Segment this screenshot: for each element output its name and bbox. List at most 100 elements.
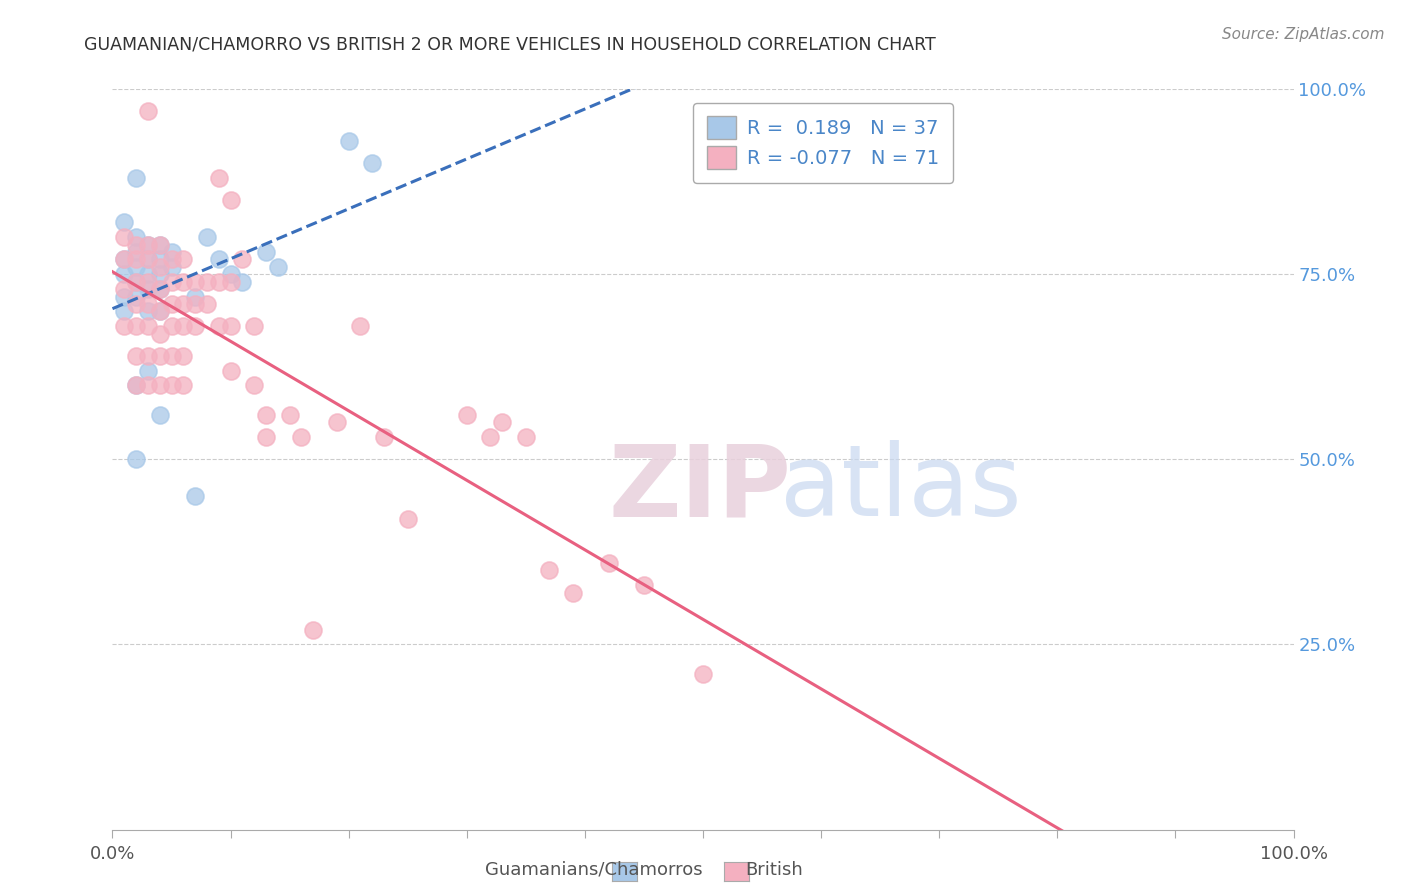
Point	[125, 237, 148, 252]
Point	[136, 237, 159, 252]
Point	[184, 319, 207, 334]
Point	[112, 252, 135, 267]
Point	[136, 363, 159, 377]
Point	[326, 415, 349, 429]
Point	[219, 268, 242, 282]
Point	[112, 215, 135, 229]
Point	[112, 268, 135, 282]
Point	[149, 260, 172, 274]
Point	[125, 171, 148, 186]
Point	[219, 194, 242, 208]
Point	[160, 378, 183, 392]
Point	[160, 319, 183, 334]
Point	[125, 252, 148, 267]
Point	[125, 245, 148, 260]
Point	[112, 319, 135, 334]
Point	[373, 430, 395, 444]
Point	[172, 275, 194, 289]
Point	[184, 297, 207, 311]
Point	[160, 245, 183, 260]
Point	[136, 252, 159, 267]
Point	[125, 297, 148, 311]
Point	[112, 289, 135, 303]
Point	[219, 363, 242, 377]
Point	[172, 252, 194, 267]
Point	[136, 297, 159, 311]
Point	[243, 378, 266, 392]
Point	[396, 511, 419, 525]
Point	[243, 319, 266, 334]
Point	[149, 349, 172, 363]
Point	[208, 275, 231, 289]
Point	[361, 156, 384, 170]
Point	[136, 104, 159, 119]
Point	[136, 304, 159, 318]
Point	[267, 260, 290, 274]
Point	[125, 319, 148, 334]
Point	[149, 304, 172, 318]
Point	[125, 260, 148, 274]
Point	[112, 304, 135, 318]
Point	[208, 171, 231, 186]
Point	[491, 415, 513, 429]
Point	[149, 237, 172, 252]
Point	[195, 230, 218, 244]
Point	[136, 252, 159, 267]
Point	[195, 297, 218, 311]
Point	[302, 623, 325, 637]
Point	[125, 289, 148, 303]
Point	[195, 275, 218, 289]
Point	[125, 230, 148, 244]
Point	[125, 349, 148, 363]
Point	[125, 275, 148, 289]
Text: Source: ZipAtlas.com: Source: ZipAtlas.com	[1222, 27, 1385, 42]
Point	[692, 667, 714, 681]
Point	[219, 319, 242, 334]
Point	[136, 319, 159, 334]
Point	[136, 282, 159, 296]
Point	[136, 237, 159, 252]
Point	[562, 585, 585, 599]
Point	[136, 275, 159, 289]
Point	[479, 430, 502, 444]
Point	[290, 430, 312, 444]
Point	[172, 319, 194, 334]
Point	[149, 326, 172, 341]
Point	[160, 275, 183, 289]
Point	[149, 237, 172, 252]
Point	[172, 297, 194, 311]
Point	[149, 268, 172, 282]
Point	[112, 252, 135, 267]
Point	[136, 378, 159, 392]
Point	[456, 408, 478, 422]
Point	[515, 430, 537, 444]
Point	[349, 319, 371, 334]
Point	[112, 230, 135, 244]
Point	[149, 282, 172, 296]
Text: GUAMANIAN/CHAMORRO VS BRITISH 2 OR MORE VEHICLES IN HOUSEHOLD CORRELATION CHART: GUAMANIAN/CHAMORRO VS BRITISH 2 OR MORE …	[84, 36, 936, 54]
Point	[254, 408, 277, 422]
Point	[149, 282, 172, 296]
Point	[208, 252, 231, 267]
Point	[254, 245, 277, 260]
Text: ZIP: ZIP	[609, 441, 792, 538]
Text: Guamanians/Chamorros: Guamanians/Chamorros	[485, 861, 703, 879]
Point	[125, 452, 148, 467]
Point	[208, 319, 231, 334]
Point	[172, 349, 194, 363]
Point	[172, 378, 194, 392]
Point	[149, 304, 172, 318]
Point	[598, 556, 620, 570]
Point	[337, 134, 360, 148]
Point	[278, 408, 301, 422]
Point	[112, 282, 135, 296]
Point	[184, 275, 207, 289]
Point	[160, 260, 183, 274]
Point	[125, 275, 148, 289]
Point	[149, 252, 172, 267]
Legend: R =  0.189   N = 37, R = -0.077   N = 71: R = 0.189 N = 37, R = -0.077 N = 71	[693, 103, 953, 183]
Point	[231, 275, 253, 289]
Text: British: British	[745, 861, 803, 879]
Point	[231, 252, 253, 267]
Point	[160, 297, 183, 311]
